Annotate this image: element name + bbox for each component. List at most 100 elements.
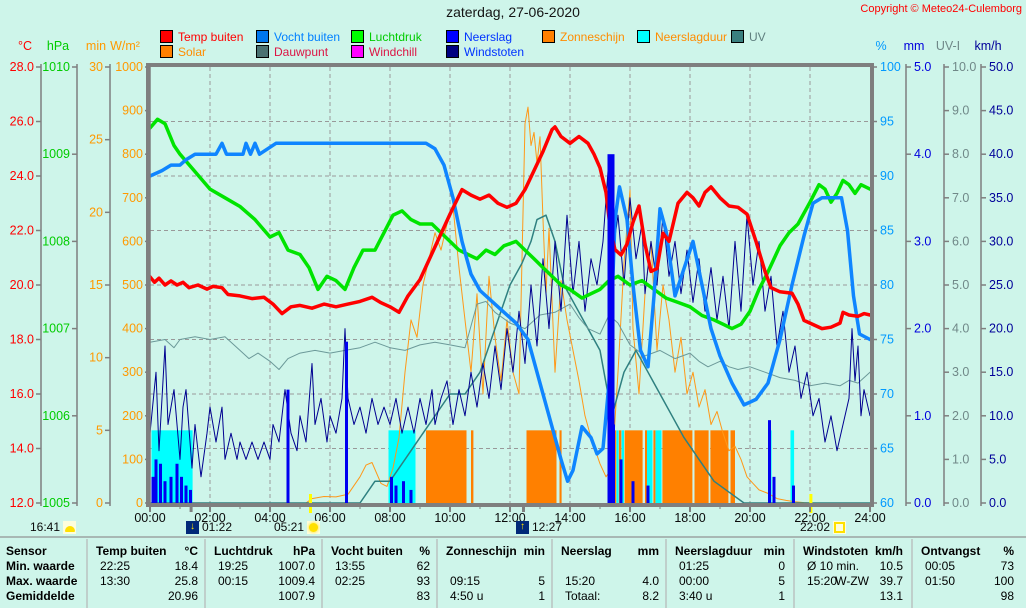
axis-tick-label: 5 bbox=[96, 423, 103, 437]
neerslag-bar bbox=[390, 476, 393, 503]
table-cell-text: 01:25 bbox=[679, 559, 710, 573]
legend-label: Solar bbox=[178, 44, 207, 59]
legend-label: Dauwpunt bbox=[274, 44, 329, 59]
table-cell-text: 18.4 bbox=[174, 559, 198, 573]
table-cell-text: 4.0 bbox=[642, 574, 659, 588]
table-cell-text: 00:05 bbox=[925, 559, 956, 573]
x-axis-label: 24:00 bbox=[854, 511, 885, 525]
table-cell-text: 20.96 bbox=[167, 589, 198, 603]
table-cell-text: Max. waarde bbox=[6, 574, 78, 588]
axis-tick-label: 10.0 bbox=[989, 409, 1013, 423]
table-column-separator bbox=[665, 539, 667, 608]
axis-tick-label: 14.0 bbox=[10, 442, 34, 456]
axis-tick-label: 15.0 bbox=[989, 365, 1013, 379]
table-cell-text: 0 bbox=[778, 559, 785, 573]
table-column-separator bbox=[793, 539, 795, 608]
legend-label: Neerslag bbox=[464, 29, 513, 44]
axis-tick-label: 5.0 bbox=[914, 60, 931, 74]
axis-header: W/m² bbox=[110, 39, 140, 53]
table-cell-text: Neerslag bbox=[561, 544, 612, 558]
axis-tick-label: 22.0 bbox=[10, 224, 34, 238]
axis-header: °C bbox=[18, 39, 32, 53]
table-cell-text: Totaal: bbox=[565, 589, 601, 603]
axis-tick-label: 200 bbox=[122, 409, 143, 423]
axis-header: hPa bbox=[47, 39, 69, 53]
table-cell-text: 13:55 bbox=[335, 559, 366, 573]
neerslag-bar bbox=[612, 424, 615, 503]
axis-tick-label: 24.0 bbox=[10, 169, 34, 183]
axis-tick-label: 65 bbox=[880, 442, 894, 456]
axis-tick-label: 85 bbox=[880, 224, 894, 238]
neerslag-bar bbox=[768, 420, 771, 503]
legend-label: Vocht buiten bbox=[274, 29, 341, 44]
axis-tick-label: 5.0 bbox=[952, 278, 969, 292]
table-cell-text: 1007.0 bbox=[278, 559, 315, 573]
legend-swatch-icon bbox=[637, 30, 650, 43]
axis-tick-label: 40.0 bbox=[989, 147, 1013, 161]
table-column-separator bbox=[86, 539, 88, 608]
neerslag-bar bbox=[189, 489, 192, 503]
table-column-separator bbox=[204, 539, 206, 608]
sun-moon-time: 05:21 bbox=[274, 520, 321, 534]
series-vocht-buiten bbox=[148, 141, 872, 483]
table-cell-text: 73 bbox=[1000, 559, 1014, 573]
axis-tick-label: 16.0 bbox=[10, 387, 34, 401]
table-cell-text: 09:15 bbox=[450, 574, 481, 588]
x-axis-label: 06:00 bbox=[314, 511, 345, 525]
axis-tick-label: 2.0 bbox=[914, 322, 931, 336]
sun-moon-time: 22:02 bbox=[800, 520, 847, 534]
axis-tick-label: 0.0 bbox=[952, 496, 969, 510]
axis-tick-label: 300 bbox=[122, 365, 143, 379]
sun-moon-time: ↓ 01:22 bbox=[186, 520, 232, 534]
neerslag-bar bbox=[163, 481, 167, 503]
table-cell-text: 8.2 bbox=[642, 589, 659, 603]
axis-tick-label: 20 bbox=[89, 205, 103, 219]
neerslag-bar bbox=[159, 463, 162, 503]
axis-tick-label: 60 bbox=[880, 496, 894, 510]
neerslag-bar bbox=[631, 481, 635, 503]
table-column-separator bbox=[436, 539, 438, 608]
table-cell-text: hPa bbox=[292, 544, 315, 558]
axis-tick-label: 10.0 bbox=[952, 60, 976, 74]
axis-tick-label: 8.0 bbox=[952, 147, 969, 161]
axis-tick-label: 95 bbox=[880, 115, 894, 129]
table-cell-text: Sensor bbox=[6, 544, 47, 558]
axis-tick-label: 1008 bbox=[42, 234, 70, 248]
legend-item-vocht-buiten: Vocht buiten bbox=[256, 29, 341, 44]
table-cell-text: Neerslagduur bbox=[675, 544, 753, 558]
axis-tick-label: 18.0 bbox=[10, 333, 34, 347]
table-cell-text: km/h bbox=[874, 544, 903, 558]
sun-moon-time: ↑ 12:27 bbox=[516, 520, 562, 534]
legend-swatch-icon bbox=[256, 30, 269, 43]
axis-header: % bbox=[875, 39, 886, 53]
legend-item-neerslag: Neerslag bbox=[446, 29, 513, 44]
axis-tick-label: 2.0 bbox=[952, 409, 969, 423]
axis-tick-label: 12.0 bbox=[10, 496, 34, 510]
legend-swatch-icon bbox=[160, 30, 173, 43]
axis-header: mm bbox=[904, 39, 925, 53]
axis-tick-label: 4.0 bbox=[914, 147, 931, 161]
neerslagduur-block bbox=[616, 430, 619, 503]
legend-label: Windchill bbox=[369, 44, 418, 59]
legend-swatch-icon bbox=[446, 45, 459, 58]
axis-tick-label: 800 bbox=[122, 147, 143, 161]
neerslag-bar bbox=[409, 489, 413, 503]
table-cell-text: 1 bbox=[538, 589, 545, 603]
legend-swatch-icon bbox=[542, 30, 555, 43]
legend-item-dauwpunt: Dauwpunt bbox=[256, 44, 329, 59]
table-cell-text: 22:25 bbox=[100, 559, 131, 573]
axis-tick-label: 10 bbox=[89, 351, 103, 365]
legend-swatch-icon bbox=[160, 45, 173, 58]
legend-label: Zonneschijn bbox=[560, 29, 625, 44]
axis-tick-label: 6.0 bbox=[952, 234, 969, 248]
table-cell-text: 93 bbox=[416, 574, 430, 588]
table-cell-text: 1009.4 bbox=[278, 574, 315, 588]
axis-tick-label: 1.0 bbox=[952, 452, 969, 466]
series-temp-buiten bbox=[148, 125, 872, 331]
neerslag-bar bbox=[402, 481, 405, 503]
neerslag-bar bbox=[792, 485, 795, 503]
axis-tick-label: 0.0 bbox=[989, 496, 1006, 510]
table-cell-text: Zonneschijn bbox=[446, 544, 517, 558]
axis-tick-label: 3.0 bbox=[914, 234, 931, 248]
neerslagduur-block bbox=[790, 430, 795, 503]
